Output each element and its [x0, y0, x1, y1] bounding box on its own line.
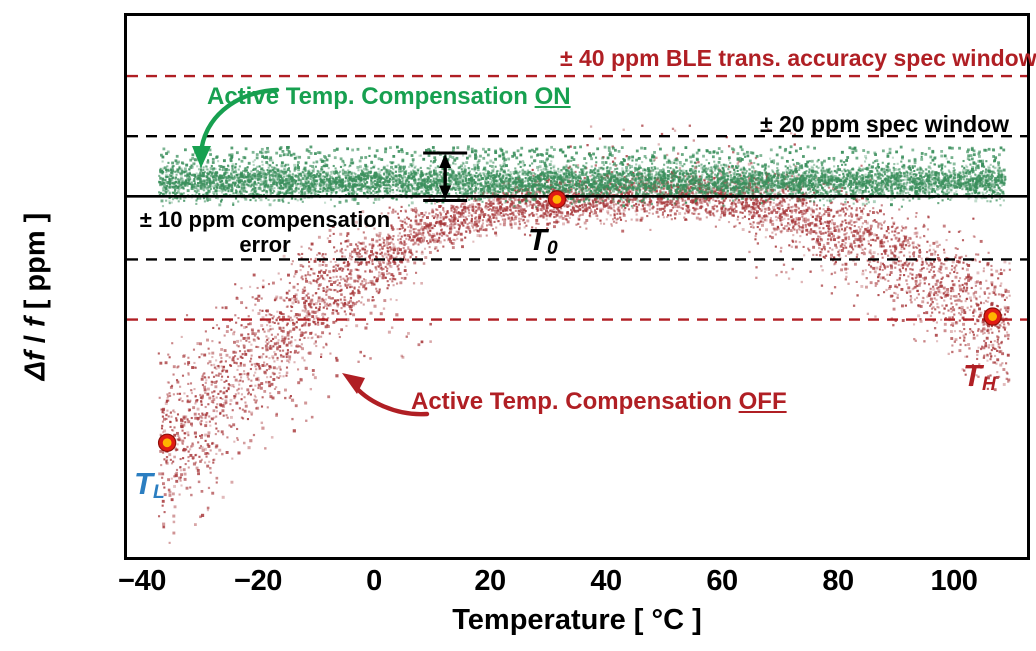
- spec-40-annotation: ± 40 ppm BLE trans. accuracy spec window: [560, 45, 1036, 71]
- compensation-on-state: ON: [534, 83, 571, 110]
- marker-label-th: TH: [963, 358, 996, 396]
- highlight-markers: [157, 190, 1002, 452]
- scatter-plot-canvas: [127, 74, 1027, 544]
- x-tick-label: 0: [366, 565, 382, 597]
- x-axis-title: Temperature [ °C ]: [452, 604, 702, 636]
- x-tick-label: 80: [822, 565, 854, 597]
- spec-20-annotation: ± 20 ppm spec window: [760, 111, 1010, 137]
- compensation-error-arrow: [423, 151, 468, 203]
- compensation-off-annotation: Active Temp. Compensation OFF: [411, 388, 787, 415]
- compensation-error-annotation: ± 10 ppm compensation error: [139, 207, 391, 257]
- series-compensation-off-points: [157, 124, 1011, 544]
- reference-lines: [127, 74, 1027, 321]
- compensation-on-annotation: Active Temp. Compensation ON: [207, 83, 571, 110]
- x-tick-label: 60: [706, 565, 738, 597]
- compensation-off-state: OFF: [738, 388, 787, 415]
- marker-label-t0: T0: [528, 222, 558, 260]
- x-tick-label: −40: [118, 565, 166, 597]
- plot-area: [124, 13, 1030, 560]
- x-tick-label: 100: [930, 565, 978, 597]
- marker-label-tl: TL: [134, 466, 165, 504]
- x-tick-label: 20: [474, 565, 506, 597]
- x-tick-label: −20: [234, 565, 282, 597]
- x-tick-label: 40: [590, 565, 622, 597]
- y-axis-title: Δf / f [ ppm ]: [19, 212, 52, 381]
- callout-arrows: [192, 87, 430, 417]
